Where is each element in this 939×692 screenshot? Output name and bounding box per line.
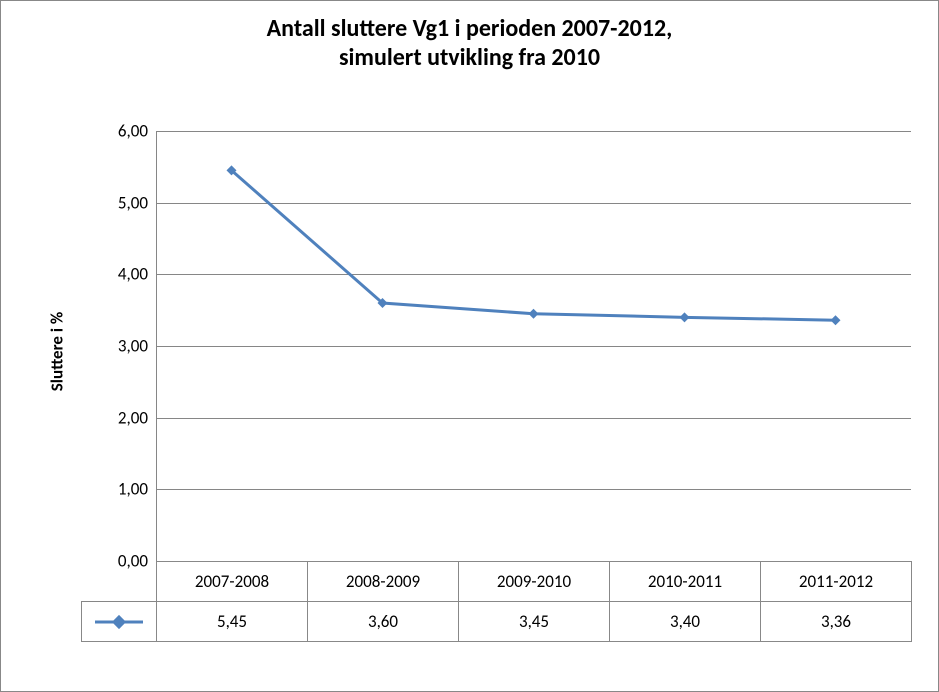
value-cell: 3,36: [761, 602, 912, 642]
legend-diamond-icon: [112, 614, 126, 628]
ytick-label: 6,00: [118, 121, 148, 142]
plot-area: 0,001,002,003,004,005,006,00: [156, 131, 911, 561]
ytick-label: 1,00: [118, 479, 148, 500]
ytick-label: 2,00: [118, 407, 148, 428]
category-label: 2008-2009: [308, 562, 459, 602]
y-axis-label: Sluttere i %: [47, 292, 68, 412]
data-marker: [529, 309, 539, 319]
legend-marker-cell: [82, 602, 157, 642]
chart-title-line2: simulert utvikling fra 2010: [339, 43, 600, 72]
ytick-label: 4,00: [118, 264, 148, 285]
data-marker: [831, 315, 841, 325]
category-label: 2011-2012: [761, 562, 912, 602]
category-label: 2009-2010: [459, 562, 610, 602]
value-cell: 3,40: [610, 602, 761, 642]
data-table: 2007-20082008-20092009-20102010-20112011…: [81, 561, 912, 642]
category-label: 2010-2011: [610, 562, 761, 602]
ytick-label: 5,00: [118, 192, 148, 213]
category-label: 2007-2008: [157, 562, 308, 602]
data-marker: [680, 312, 690, 322]
chart-container: Antall sluttere Vg1 i perioden 2007-2012…: [0, 0, 939, 692]
ytick-label: 3,00: [118, 336, 148, 357]
line-series: [156, 131, 911, 561]
value-cell: 3,60: [308, 602, 459, 642]
chart-title-line1: Antall sluttere Vg1 i perioden 2007-2012…: [267, 14, 673, 43]
chart-title: Antall sluttere Vg1 i perioden 2007-2012…: [1, 1, 938, 73]
value-cell: 3,45: [459, 602, 610, 642]
table-corner: [82, 562, 157, 602]
value-cell: 5,45: [157, 602, 308, 642]
series-line: [232, 170, 836, 320]
